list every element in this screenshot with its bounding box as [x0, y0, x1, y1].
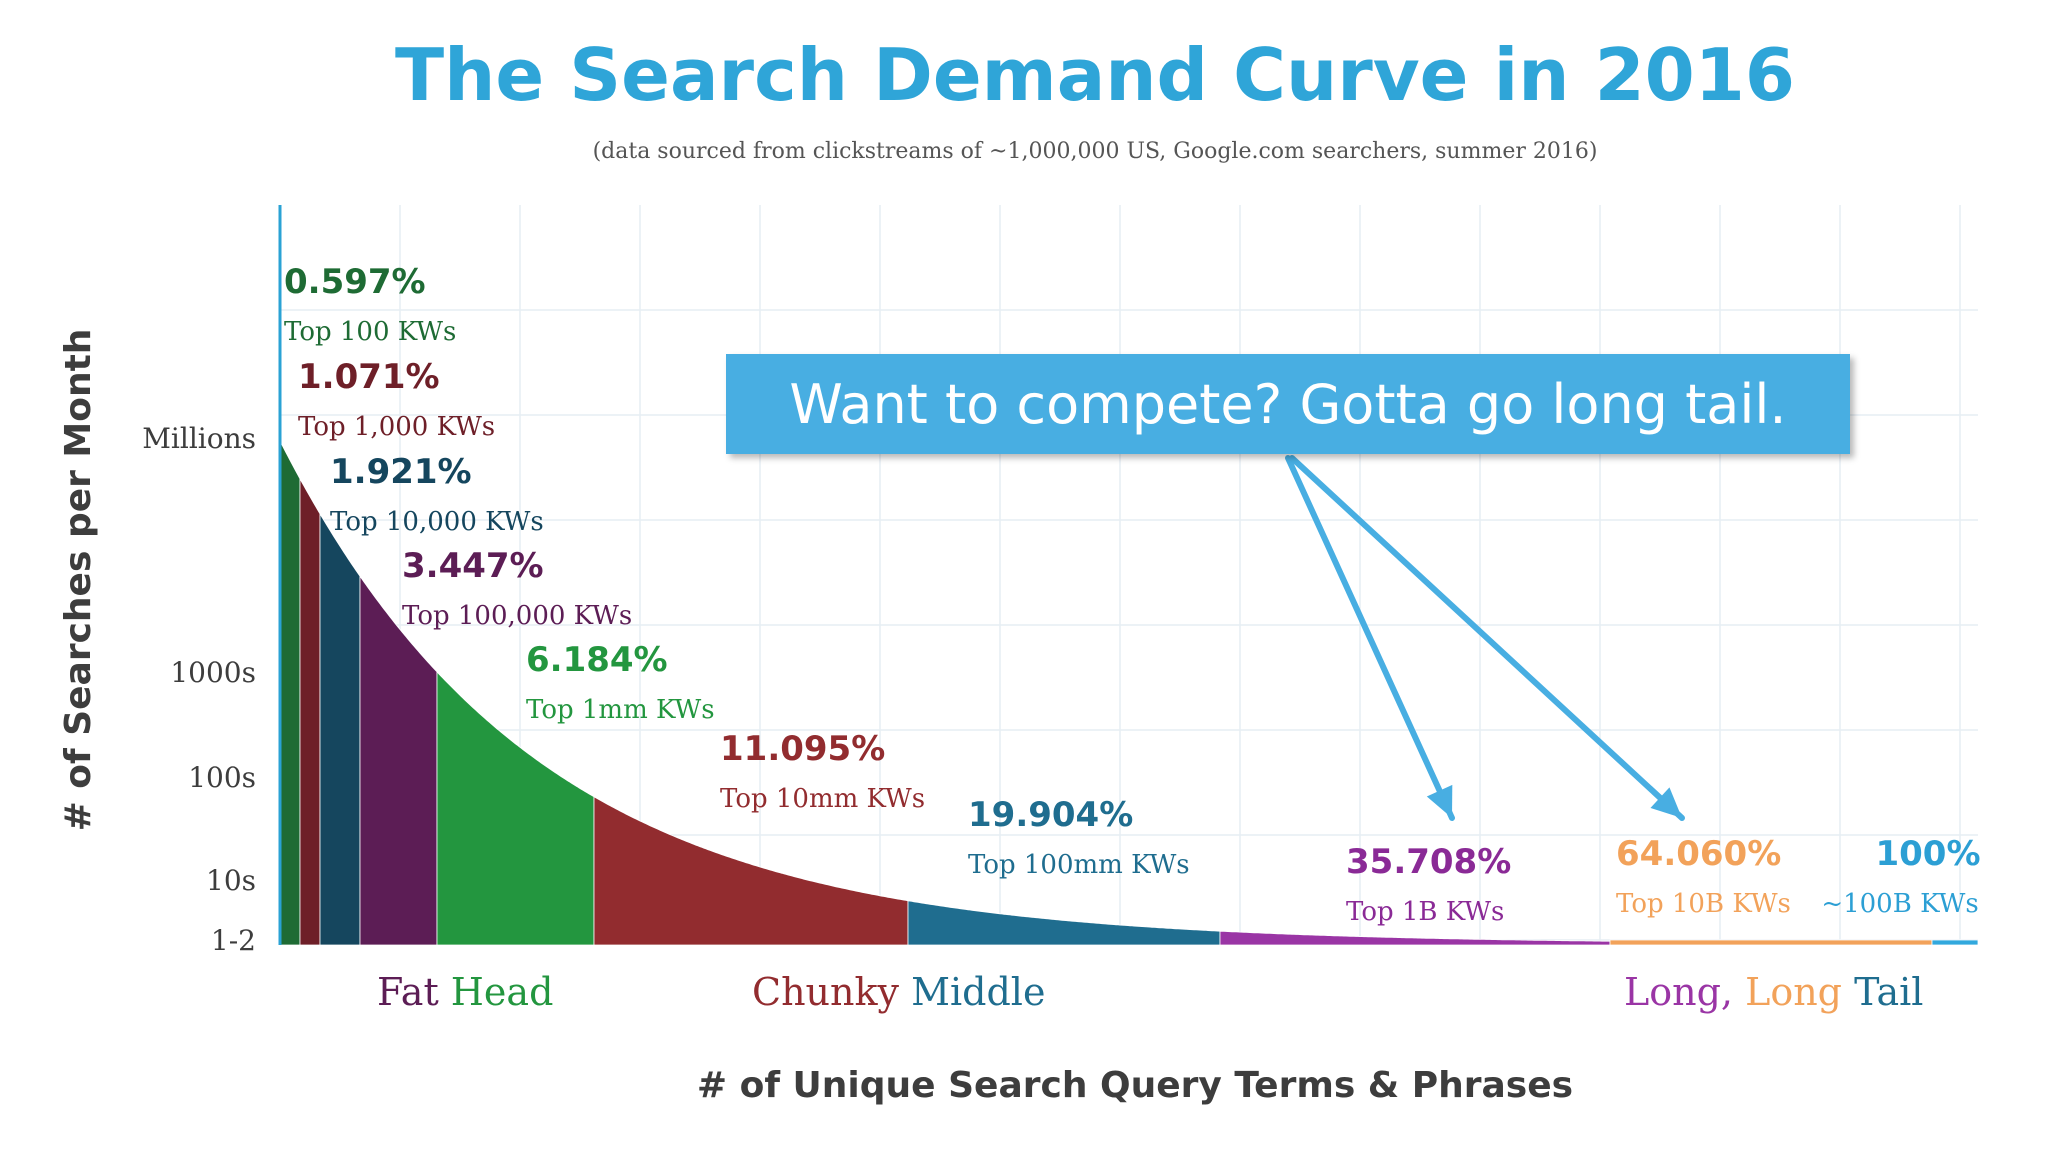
segment-labels: 0.597% Top 100 KWs 1.071% Top 1,000 KWs 1.92… [284, 262, 1981, 927]
callout-arrowhead [1650, 787, 1682, 818]
segment-pct: 1.921% [330, 452, 472, 492]
region-word: Long, [1624, 970, 1733, 1014]
region-label: Chunky Middle [752, 970, 1045, 1014]
grid-lines [280, 205, 1978, 945]
callout-box: Want to compete? Gotta go long tail. [726, 354, 1850, 454]
y-tick-label: 1000s [170, 656, 256, 689]
segment-pct: 19.904% [968, 795, 1133, 835]
y-axis-title: # of Searches per Month [58, 329, 99, 832]
segment-label: Top 10B KWs [1616, 889, 1791, 919]
curve-segment-8 [1219, 930, 1611, 946]
segment-pct: 0.597% [284, 262, 426, 302]
segment-pct: 64.060% [1616, 834, 1781, 874]
region-label: Long, Long Tail [1624, 970, 1923, 1014]
region-word: Middle [899, 970, 1045, 1014]
segment-label: Top 100mm KWs [968, 850, 1190, 880]
y-tick-label: 10s [206, 864, 256, 897]
segment-label: Top 10,000 KWs [330, 507, 544, 537]
curve-segment-9 [1609, 939, 1933, 946]
curve-segment-7 [907, 900, 1221, 946]
region-word: Fat [377, 970, 439, 1014]
segment-label: ~100B KWs [1821, 889, 1978, 919]
curve-segment-2 [299, 477, 321, 946]
y-tick-label: 100s [188, 761, 256, 794]
region-word: Chunky [752, 970, 900, 1014]
curve-segment-4 [359, 575, 438, 946]
segment-label: Top 1mm KWs [526, 695, 715, 725]
curve-segment-1 [279, 440, 301, 946]
segment-pct: 3.447% [402, 546, 544, 586]
segment-label: Top 1,000 KWs [298, 412, 495, 442]
region-word: Long [1733, 970, 1842, 1014]
segment-label: Top 1B KWs [1346, 897, 1504, 927]
callout-text: Want to compete? Gotta go long tail. [789, 372, 1787, 436]
curve-segment-5 [436, 670, 595, 946]
callout-arrows [1285, 455, 1685, 821]
segment-pct: 11.095% [720, 729, 885, 769]
segment-pct: 1.071% [298, 357, 440, 397]
axes: Millions 1000s 100s 10s 1-2 [142, 205, 282, 957]
segment-label: Top 10mm KWs [720, 784, 925, 814]
segment-label: Top 100,000 KWs [402, 601, 632, 631]
region-labels: Fat Head Chunky Middle Long, Long Tail [377, 970, 1923, 1014]
region-word: Tail [1842, 970, 1923, 1014]
curve-segment-6 [593, 796, 909, 946]
x-axis-title: # of Unique Search Query Terms & Phrases [697, 1065, 1573, 1106]
y-tick-label: 1-2 [211, 924, 256, 957]
curve-segment-3 [319, 512, 361, 946]
segment-pct: 6.184% [526, 640, 668, 680]
segment-pct: 100% [1875, 834, 1980, 874]
callout-arrowhead [1426, 784, 1453, 818]
chart-title: The Search Demand Curve in 2016 [395, 33, 1795, 117]
region-word: Head [439, 970, 554, 1014]
callout-arrow-line [1289, 455, 1685, 821]
region-label: Fat Head [377, 970, 553, 1014]
curve-segment-10 [1931, 939, 1979, 946]
segment-pct: 35.708% [1346, 842, 1511, 882]
y-tick-label: Millions [142, 422, 256, 455]
chart-subtitle: (data sourced from clickstreams of ~1,00… [593, 139, 1598, 164]
segment-label: Top 100 KWs [284, 317, 456, 347]
callout-arrow-line [1285, 455, 1455, 821]
curve-area [279, 440, 1979, 946]
